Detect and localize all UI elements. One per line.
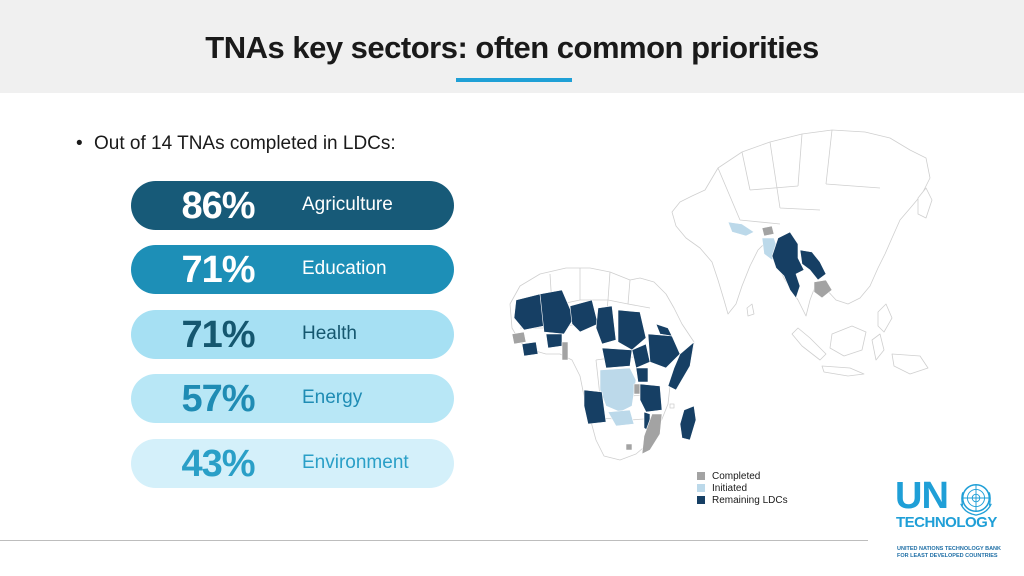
bullet-marker: • [76,133,83,154]
country-burkina-faso [545,333,563,349]
sector-pill-education: 71% Education [131,245,454,294]
country-uganda [635,367,649,383]
island-comoros [669,403,675,409]
country-mozambique [641,413,663,455]
ldc-status-map [480,128,936,480]
asia-border [717,129,881,225]
country-somalia [667,341,695,391]
borneo [829,325,867,357]
sulawesi [871,333,885,361]
sector-pill-health: 71% Health [131,310,454,359]
logo-un-text: UN [895,475,949,517]
sector-label: Energy [302,387,363,408]
sector-pill-energy: 57% Energy [131,374,454,423]
asia-region [671,129,933,377]
bullet-point: • Out of 14 TNAs completed in LDCs: [76,133,396,155]
sri-lanka [746,303,755,317]
title-underline [456,78,572,82]
sector-label: Education [302,258,387,279]
country-madagascar [679,405,697,441]
country-eritrea [655,323,673,337]
country-lesotho [625,443,633,451]
java [821,365,865,377]
logo-subtitle-line-2: FOR LEAST DEVELOPED COUNTRIES [897,553,998,559]
country-nepal [727,221,755,237]
japan [917,187,933,219]
legend-item-completed: Completed [697,471,788,483]
country-angola [583,389,607,425]
legend-swatch [697,484,705,492]
sector-percent: 71% [181,314,255,356]
un-emblem-icon [960,483,992,516]
title-bar [0,0,1024,93]
page-title: TNAs key sectors: often common prioritie… [205,30,819,65]
legend-swatch [697,496,705,504]
country-cambodia [813,279,833,299]
new-guinea [891,353,929,375]
legend-item-remaining: Remaining LDCs [697,495,788,507]
map-graphic [509,129,933,461]
sector-label: Agriculture [302,194,393,215]
country-rwanda-burundi [633,383,641,395]
country-guinea [521,341,539,357]
country-ethiopia [647,333,681,369]
legend-label: Completed [712,471,761,482]
country-laos [799,249,827,281]
logo-technology-text: TECHNOLOGY [896,514,997,531]
un-technology-bank-logo: UN TECHNOLOGY UNITED NATIONS TECHNOLOGY … [895,476,1005,568]
country-mali [539,289,575,335]
legend-swatch [697,472,705,480]
philippines [877,303,893,333]
asia-landmass [671,129,931,317]
sector-label: Health [302,323,357,344]
country-sudan [617,309,647,351]
sector-pill-environment: 43% Environment [131,439,454,488]
sector-label: Environment [302,452,409,473]
legend-item-initiated: Initiated [697,483,788,495]
country-central-african-republic [601,347,633,369]
country-tanzania [639,383,663,413]
country-myanmar [771,231,805,299]
legend-label: Remaining LDCs [712,495,788,506]
footer-divider [0,540,868,541]
country-bhutan [761,225,775,237]
sector-percent: 71% [181,249,255,291]
country-niger [569,299,599,333]
sector-pill-agriculture: 86% Agriculture [131,181,454,230]
sumatra [791,327,827,361]
legend-label: Initiated [712,483,748,494]
country-mauritania [513,293,545,331]
africa-region [509,267,697,461]
country-togo-benin [561,341,569,361]
country-chad [595,305,617,345]
sector-percent: 86% [181,185,255,227]
sector-percent: 43% [181,443,255,485]
logo-subtitle-line-1: UNITED NATIONS TECHNOLOGY BANK [897,546,1001,552]
country-zambia [607,409,635,427]
sector-percent: 57% [181,378,255,420]
country-senegal [511,331,527,345]
map-legend: Completed Initiated Remaining LDCs [697,471,788,507]
bullet-text: Out of 14 TNAs completed in LDCs: [94,133,396,154]
logo-subtitle: UNITED NATIONS TECHNOLOGY BANK FOR LEAST… [897,546,1005,560]
